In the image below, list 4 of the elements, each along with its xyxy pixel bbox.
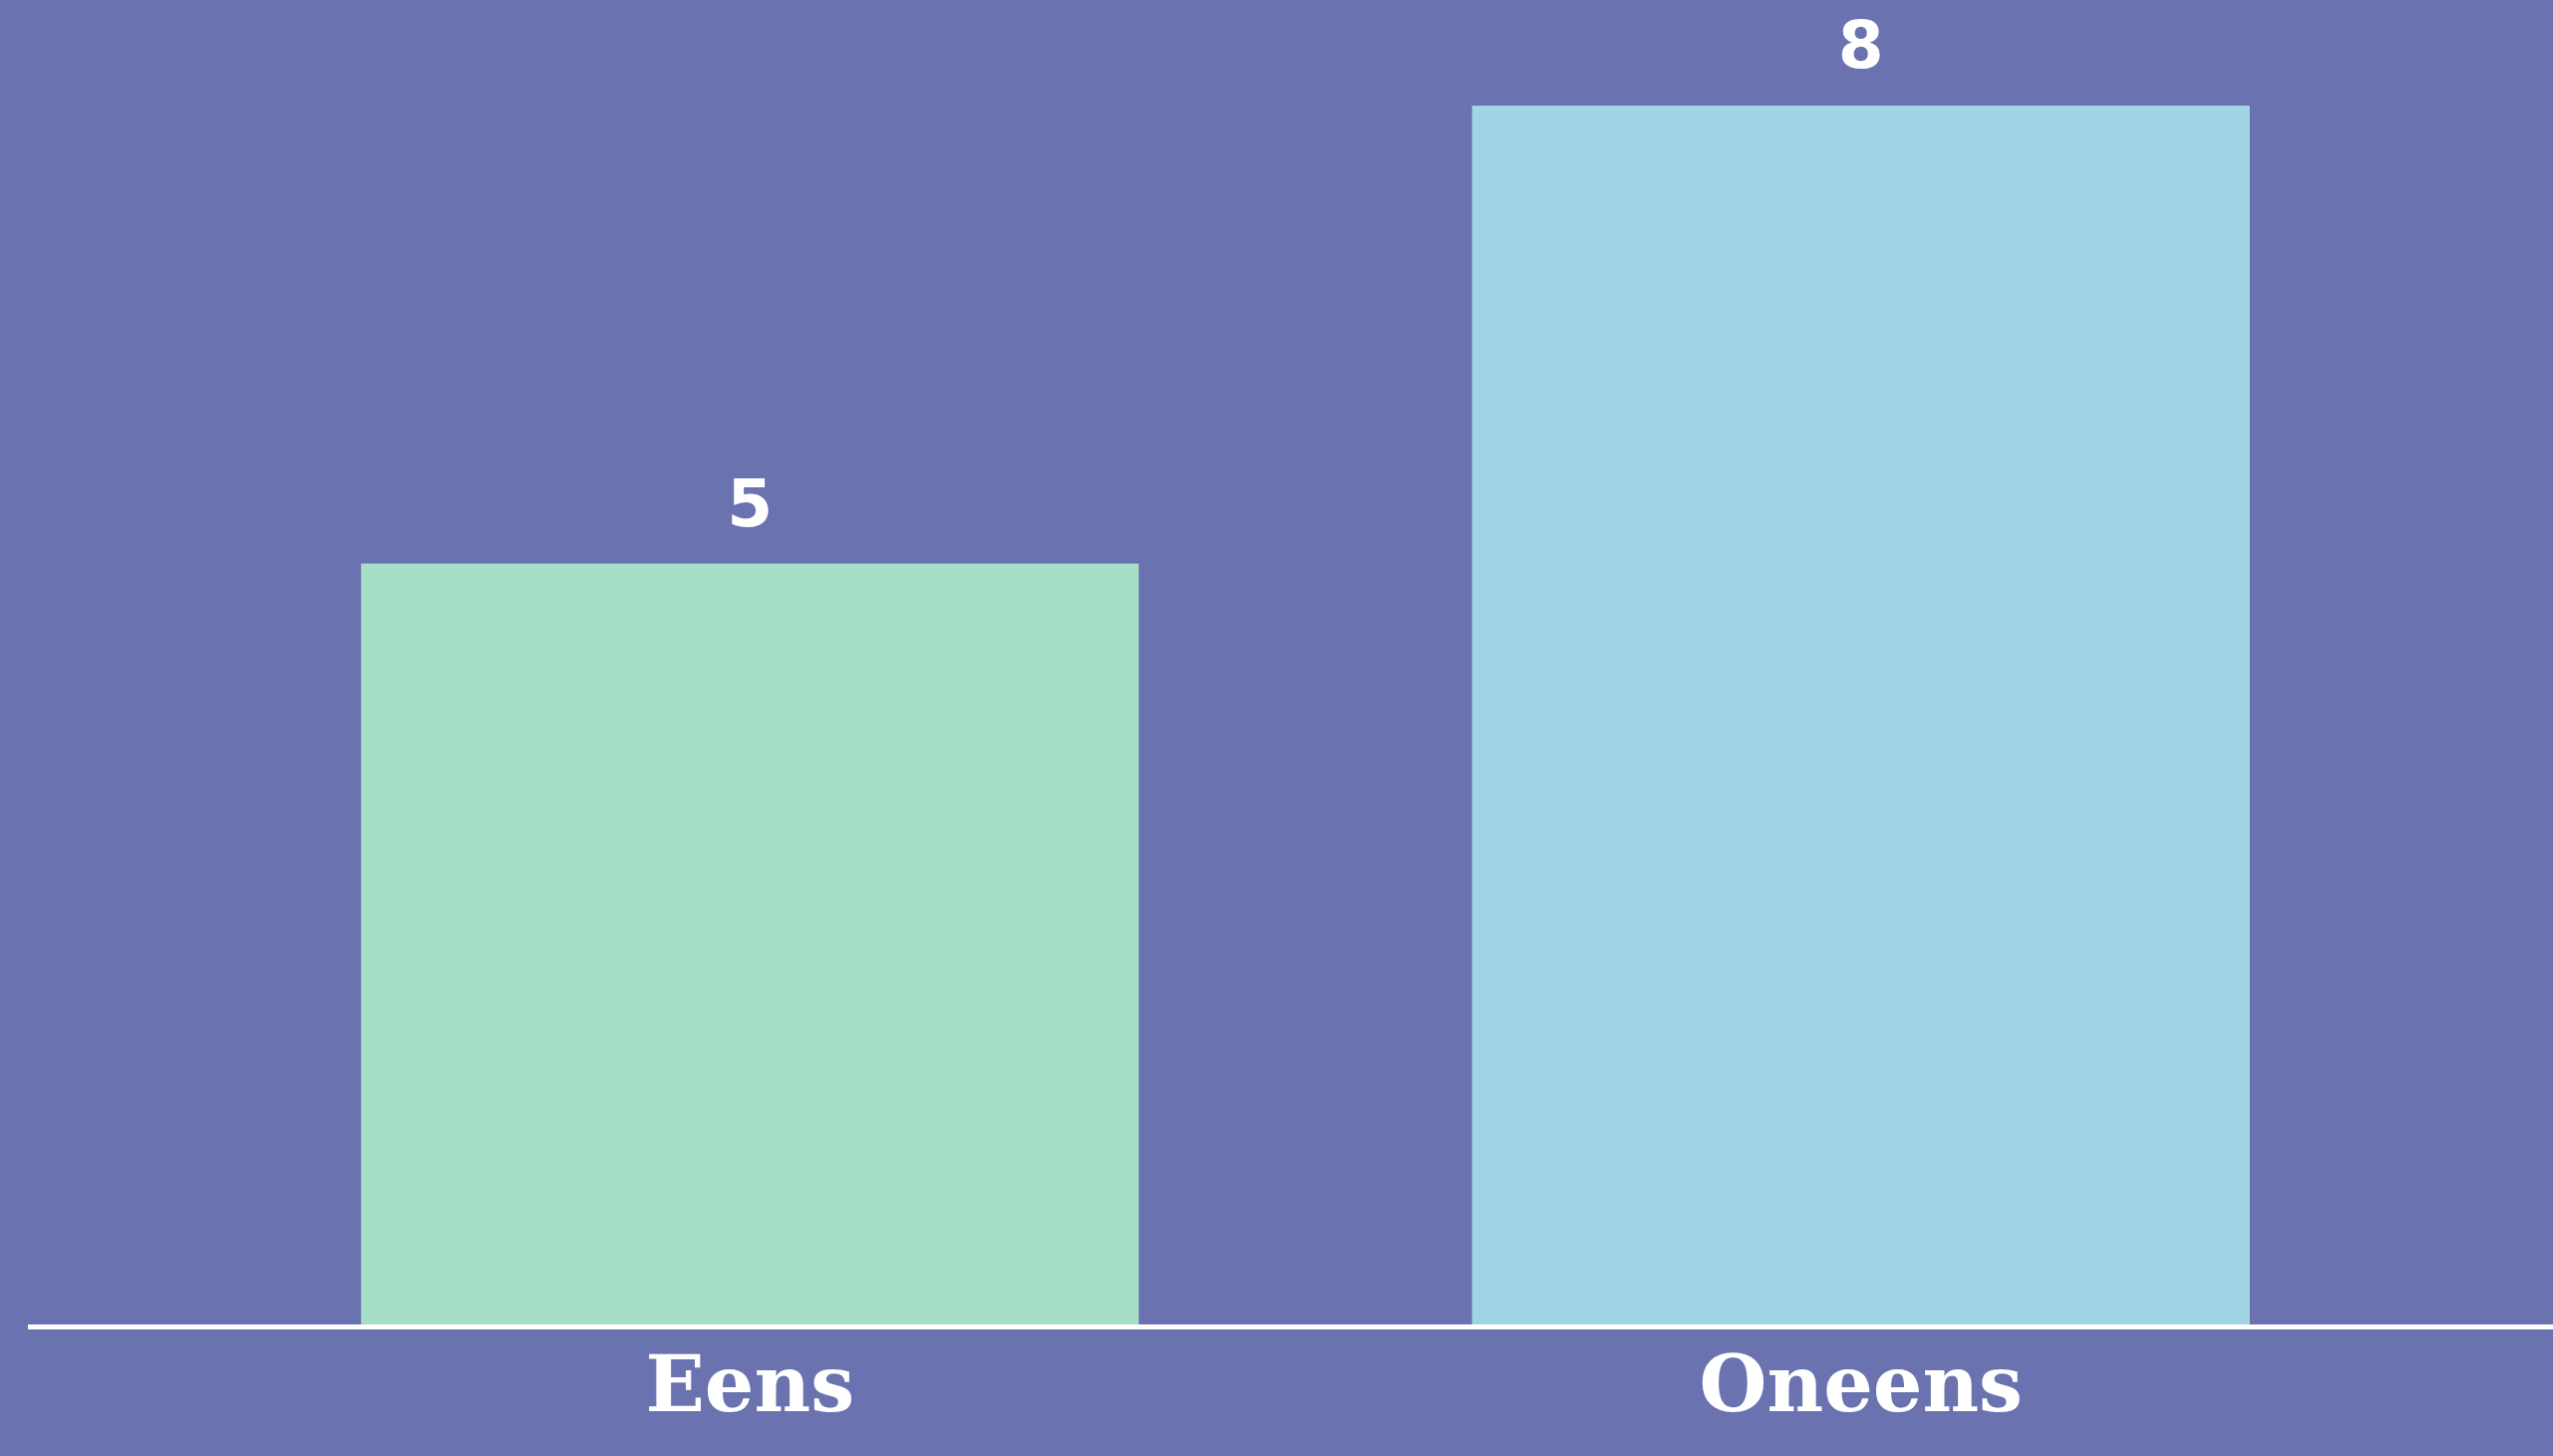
x-tick-label: Eens (645, 1338, 855, 1430)
x-tick-label: Oneens (1699, 1338, 2024, 1430)
data-label: 5 (727, 464, 774, 542)
data-label: 8 (1837, 7, 1884, 85)
